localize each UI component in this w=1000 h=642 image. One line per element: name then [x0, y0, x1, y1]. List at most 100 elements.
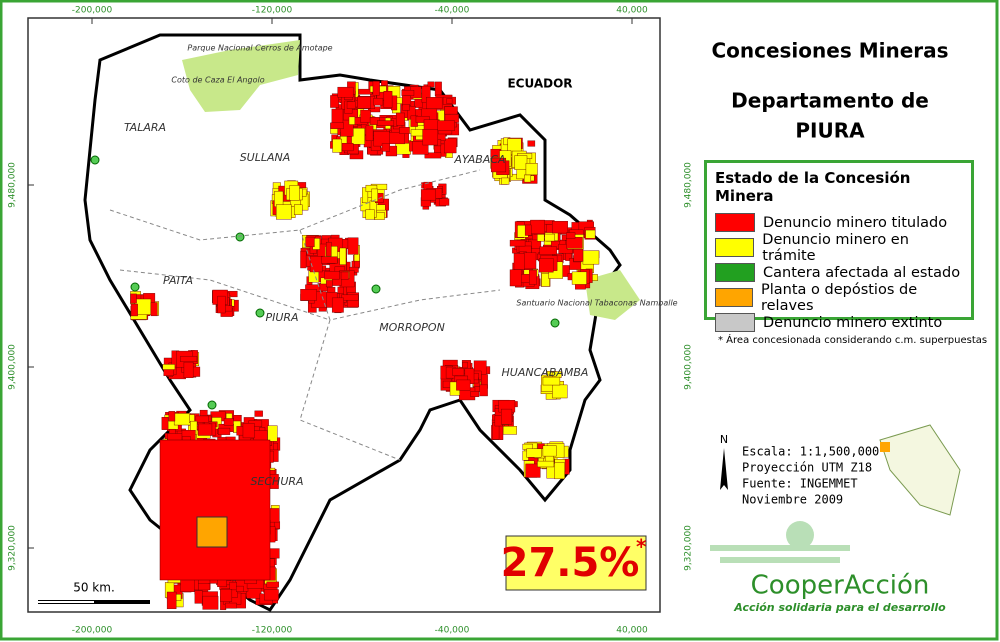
concession-block [388, 131, 405, 145]
concession-block [321, 256, 338, 264]
grid-label-y: 9,400,000 [8, 344, 18, 390]
title-line: Concesiones Mineras [711, 39, 948, 63]
place-label: Parque Nacional Cerros de Amotape [187, 44, 332, 53]
title-line: Departamento de [731, 89, 929, 113]
concession-block [183, 361, 194, 379]
legend-label: Denuncio minero en trámite [762, 231, 909, 264]
concession-block [383, 91, 393, 108]
legend-swatch [715, 263, 755, 282]
place-label: HUANCABAMBA [502, 366, 589, 379]
concession-block [341, 142, 354, 152]
province-borders [109, 169, 501, 461]
concession-block [365, 125, 374, 142]
concession-block [452, 367, 465, 376]
concession-block [444, 138, 457, 154]
legend-swatch [715, 313, 755, 332]
quarry-marker [90, 155, 100, 165]
concession-block [514, 155, 528, 170]
concession-block [526, 448, 542, 458]
concession-block [337, 86, 354, 98]
concession-block [340, 271, 349, 280]
place-label: Santuario Nacional Tabaconas Namballe [516, 299, 677, 308]
legend-title: Estado de la Concesión Minera [715, 169, 911, 205]
concession-block [357, 96, 371, 109]
concession-block [166, 591, 177, 610]
inset-highlight [880, 442, 890, 452]
legend-swatch [715, 213, 755, 232]
concession-block [267, 425, 278, 442]
concession-block [544, 233, 555, 242]
concession-block [377, 120, 395, 126]
concession-block [162, 364, 176, 370]
scale-bar-label: 50 km. [73, 581, 115, 595]
concession-block [300, 250, 307, 269]
concession-block [395, 112, 405, 126]
concession-block [332, 138, 342, 153]
place-label: AYABACA [453, 153, 505, 166]
concession-block [554, 462, 565, 480]
concession-block [365, 209, 375, 220]
concession-block [566, 232, 576, 239]
concession-block [223, 418, 234, 426]
concession-block [539, 258, 554, 273]
place-label: TALARA [124, 121, 166, 134]
concession-block [194, 590, 203, 604]
legend-label: Cantera afectada al estado [763, 264, 961, 281]
info-line: Fuente: INGEMMET [742, 477, 858, 491]
concession-block [373, 131, 390, 147]
concession-block [501, 177, 510, 185]
info-line: Noviembre 2009 [742, 493, 843, 507]
legend-item: Denuncio minero titulado [715, 210, 963, 235]
concession-block [300, 289, 317, 301]
concession-block [541, 273, 550, 287]
grid-label-x: -120,000 [252, 626, 293, 636]
concession-block [525, 463, 541, 478]
quarry-marker [235, 232, 245, 242]
concession-block [582, 250, 600, 265]
concession-block [351, 127, 365, 145]
concession-block [434, 81, 442, 96]
concession-block [502, 426, 517, 435]
legend-label: Planta o depóstios de relaves [760, 281, 918, 314]
concession-block [456, 379, 471, 391]
concession-block [325, 241, 332, 257]
grid-label-y: 9,480,000 [8, 162, 18, 208]
legend-swatch [715, 238, 755, 257]
north-arrow: N [720, 433, 728, 446]
concession-block [552, 220, 568, 234]
quarry-marker [371, 284, 381, 294]
concession-block [509, 239, 526, 247]
concession-block [566, 237, 583, 249]
legend-swatch [715, 288, 753, 307]
concession-block [346, 101, 356, 109]
concession-block [537, 460, 555, 468]
place-label: ECUADOR [507, 77, 572, 91]
concession-block [401, 90, 415, 96]
concession-block [371, 188, 378, 202]
concession-block [242, 423, 255, 439]
concession-block [439, 198, 450, 206]
concession-block [289, 185, 300, 201]
info-line: Escala: 1:1,500,000 [742, 445, 879, 459]
concession-block [362, 187, 369, 204]
concession-block [219, 589, 233, 602]
logo-tagline: Acción solidaria para el desarrollo [733, 601, 946, 614]
concession-block [381, 143, 390, 152]
concession-block [266, 581, 279, 588]
grid-label-x: -40,000 [435, 626, 470, 636]
concession-block [446, 98, 453, 104]
grid-label-y: 9,320,000 [684, 525, 694, 571]
note: * Área concesionada considerando c.m. su… [718, 333, 987, 346]
grid-label-y: 9,480,000 [684, 162, 694, 208]
concession-block [527, 140, 536, 147]
title-line: PIURA [795, 119, 865, 143]
place-label: SECHURA [250, 475, 303, 488]
concession-block [330, 95, 339, 108]
concession-block [571, 271, 587, 285]
highlight-mark: * [636, 535, 647, 559]
concession-block [218, 427, 231, 435]
legend-item: Planta o depóstios de relaves [715, 282, 963, 314]
concession-block [470, 391, 480, 397]
concession-block [325, 280, 333, 288]
